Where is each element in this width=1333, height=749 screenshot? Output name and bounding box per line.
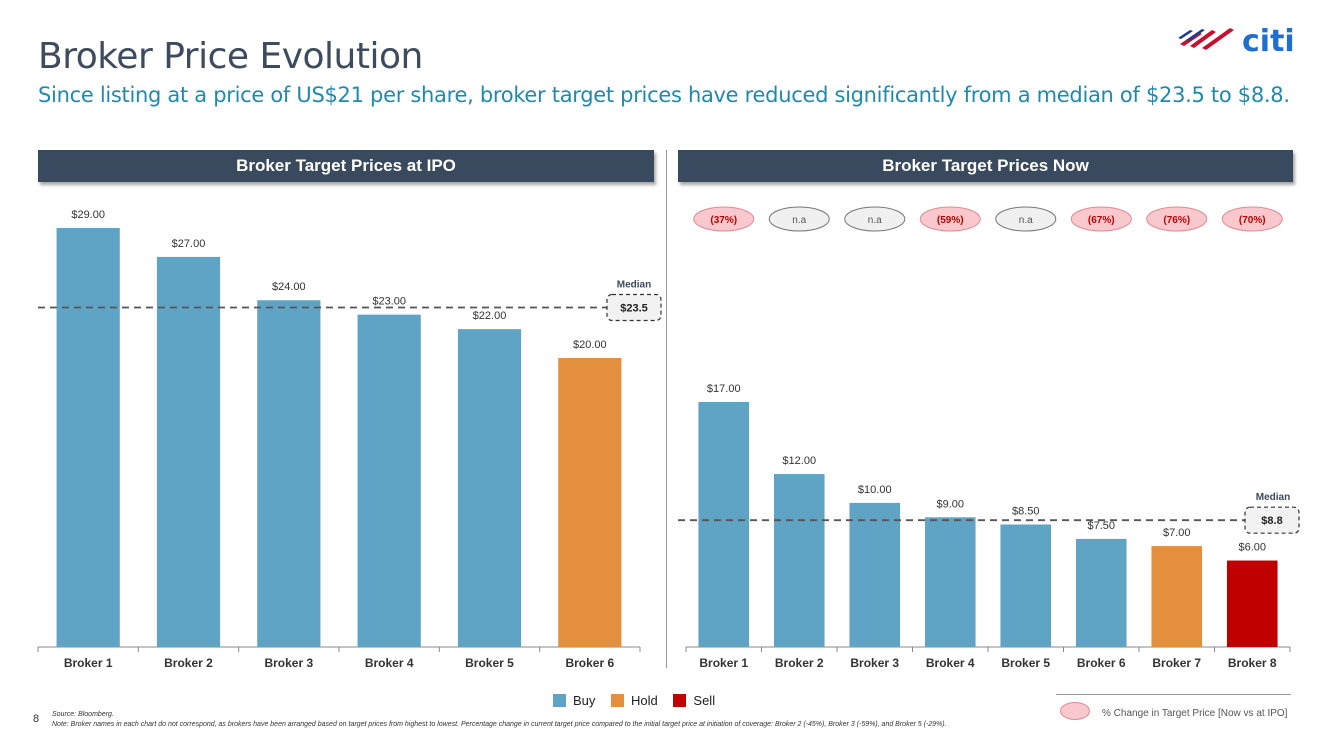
ipo-bar bbox=[156, 256, 221, 647]
legend-swatch-sell bbox=[673, 694, 687, 707]
now-category-label: Broker 2 bbox=[775, 656, 824, 670]
now-data-label: $7.00 bbox=[1163, 527, 1191, 539]
pct-change-oval bbox=[768, 206, 830, 232]
now-category-label: Broker 8 bbox=[1228, 656, 1277, 670]
pct-change-label: (37%) bbox=[710, 215, 737, 226]
pct-change-label: n.a bbox=[868, 215, 882, 226]
now-category-label: Broker 1 bbox=[699, 656, 748, 670]
ipo-data-label: $22.00 bbox=[473, 310, 507, 322]
pct-change-oval bbox=[919, 206, 981, 232]
pct-change-oval bbox=[995, 206, 1057, 232]
ipo-bar bbox=[558, 358, 622, 647]
pct-change-label: n.a bbox=[792, 215, 806, 226]
now-category-label: Broker 4 bbox=[926, 656, 975, 670]
ipo-data-label: $29.00 bbox=[71, 209, 105, 221]
ipo-category-label: Broker 6 bbox=[565, 656, 614, 670]
legend-item-sell: Sell bbox=[673, 693, 715, 708]
legend-swatch-hold bbox=[611, 694, 625, 707]
ipo-data-label: $27.00 bbox=[172, 238, 206, 250]
ipo-category-label: Broker 2 bbox=[164, 656, 213, 670]
legend-item-buy: Buy bbox=[553, 693, 595, 708]
now-data-label: $6.00 bbox=[1238, 542, 1266, 554]
now-data-label: $12.00 bbox=[782, 455, 816, 467]
now-data-label: $10.00 bbox=[858, 484, 892, 496]
citi-logo: citi bbox=[1178, 24, 1295, 58]
pct-change-oval bbox=[1221, 206, 1283, 232]
now-bar bbox=[1075, 538, 1127, 647]
pct-change-label: n.a bbox=[1019, 215, 1033, 226]
ipo-bar bbox=[56, 228, 120, 647]
pct-change-label: (70%) bbox=[1239, 215, 1266, 226]
ipo-chart-header: Broker Target Prices at IPO bbox=[38, 150, 654, 182]
now-bar bbox=[1151, 546, 1203, 647]
now-data-label: $17.00 bbox=[707, 383, 741, 395]
ipo-category-label: Broker 5 bbox=[465, 656, 514, 670]
pct-legend-rule bbox=[1056, 694, 1291, 695]
ipo-category-label: Broker 3 bbox=[264, 656, 313, 670]
now-bar bbox=[773, 474, 825, 647]
source-note: Source: Bloomberg. bbox=[52, 711, 114, 718]
pct-legend-label: % Change in Target Price [Now vs at IPO] bbox=[1102, 708, 1288, 719]
ipo-median-value: $23.5 bbox=[620, 302, 648, 314]
rating-legend: Buy Hold Sell bbox=[553, 693, 727, 708]
legend-label-sell: Sell bbox=[693, 693, 716, 708]
ipo-category-label: Broker 1 bbox=[64, 656, 113, 670]
ipo-bar bbox=[257, 300, 321, 647]
pct-change-legend: % Change in Target Price [Now vs at IPO] bbox=[1060, 702, 1287, 720]
ipo-bar bbox=[357, 314, 421, 647]
page-number: 8 bbox=[33, 713, 40, 725]
now-median-box bbox=[1244, 506, 1300, 534]
now-bar bbox=[1000, 524, 1052, 647]
ipo-median-box bbox=[606, 293, 662, 322]
now-median-value: $8.8 bbox=[1261, 515, 1282, 527]
now-category-label: Broker 3 bbox=[850, 656, 899, 670]
now-data-label: $7.50 bbox=[1087, 520, 1115, 532]
pct-change-oval bbox=[1146, 206, 1208, 232]
now-chart-header: Broker Target Prices Now bbox=[678, 150, 1293, 182]
now-category-label: Broker 5 bbox=[1001, 656, 1050, 670]
page-title: Broker Price Evolution bbox=[38, 36, 423, 77]
now-median-label: Median bbox=[1256, 492, 1290, 503]
now-bar bbox=[849, 502, 901, 647]
pct-change-oval bbox=[844, 206, 906, 232]
ipo-data-label: $24.00 bbox=[272, 281, 306, 293]
now-category-label: Broker 7 bbox=[1152, 656, 1201, 670]
legend-label-buy: Buy bbox=[573, 693, 596, 708]
footnote: Note: Broker names in each chart do not … bbox=[52, 721, 947, 728]
legend-label-hold: Hold bbox=[631, 693, 658, 708]
ipo-median-label: Median bbox=[617, 279, 651, 290]
pct-change-label: (59%) bbox=[937, 215, 964, 226]
now-bar bbox=[1226, 560, 1278, 647]
pct-legend-oval bbox=[1060, 702, 1090, 720]
now-bar bbox=[924, 517, 976, 647]
ipo-data-label: $20.00 bbox=[573, 339, 607, 351]
pct-change-label: (67%) bbox=[1088, 215, 1115, 226]
page-subtitle: Since listing at a price of US$21 per sh… bbox=[38, 83, 1290, 107]
legend-swatch-buy bbox=[553, 694, 566, 707]
now-bar bbox=[698, 402, 750, 647]
pct-change-oval bbox=[693, 206, 755, 232]
ipo-category-label: Broker 4 bbox=[365, 656, 414, 670]
panel-divider bbox=[666, 150, 667, 668]
ipo-bar bbox=[457, 329, 522, 647]
now-data-label: $9.00 bbox=[936, 498, 964, 510]
pct-change-oval bbox=[1070, 206, 1132, 232]
pct-change-label: (76%) bbox=[1163, 215, 1190, 226]
now-category-label: Broker 6 bbox=[1077, 656, 1126, 670]
ipo-data-label: $23.00 bbox=[372, 296, 406, 308]
now-data-label: $8.50 bbox=[1012, 506, 1040, 518]
citi-logo-text: citi bbox=[1242, 24, 1295, 58]
legend-item-hold: Hold bbox=[611, 693, 658, 708]
